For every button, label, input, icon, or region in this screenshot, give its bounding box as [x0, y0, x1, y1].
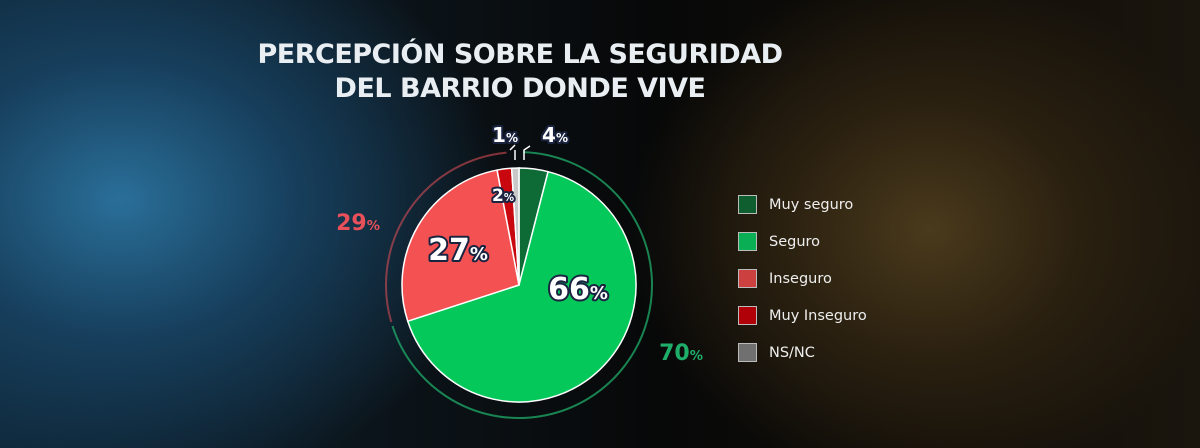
label-inseguro: 27%	[428, 233, 488, 268]
pie-slice-seguro	[406, 170, 637, 403]
legend-item-muy-seguro: Muy seguro	[738, 186, 867, 223]
legend-swatch	[738, 306, 757, 325]
legend-item-seguro: Seguro	[738, 223, 867, 260]
label-group-inseguro: 29%	[336, 211, 380, 236]
label-muy-seguro: 4%	[542, 123, 568, 147]
label-seguro: 66%	[548, 272, 608, 307]
chart-title: PERCEPCIÓN SOBRE LA SEGURIDAD DEL BARRIO…	[0, 38, 1040, 106]
label-ns-nc: 1%	[492, 123, 518, 147]
legend: Muy seguro Seguro Inseguro Muy Inseguro …	[738, 186, 867, 371]
legend-item-muy-inseguro: Muy Inseguro	[738, 297, 867, 334]
legend-item-ns-nc: NS/NC	[738, 334, 867, 371]
pie-slice-inseguro	[401, 169, 520, 323]
label-muy-inseguro: 2%	[492, 186, 514, 206]
legend-label: NS/NC	[769, 344, 815, 361]
legend-swatch	[738, 195, 757, 214]
pie-slice-ns-nc	[510, 167, 520, 286]
legend-label: Inseguro	[769, 270, 832, 287]
title-line-2: DEL BARRIO DONDE VIVE	[334, 73, 706, 104]
label-group-seguro: 70%	[659, 341, 703, 366]
legend-swatch	[738, 343, 757, 362]
legend-label: Muy seguro	[769, 196, 854, 213]
group-ring-seguro	[391, 151, 653, 419]
legend-swatch	[738, 232, 757, 251]
leader-line-muy-seguro	[523, 145, 531, 160]
legend-label: Muy Inseguro	[769, 307, 867, 324]
title-line-1: PERCEPCIÓN SOBRE LA SEGURIDAD	[257, 39, 783, 70]
leader-line-ns-nc-2	[509, 144, 516, 151]
group-ring-inseguro	[385, 151, 507, 323]
legend-swatch	[738, 269, 757, 288]
legend-label: Seguro	[769, 233, 821, 250]
legend-item-inseguro: Inseguro	[738, 260, 867, 297]
